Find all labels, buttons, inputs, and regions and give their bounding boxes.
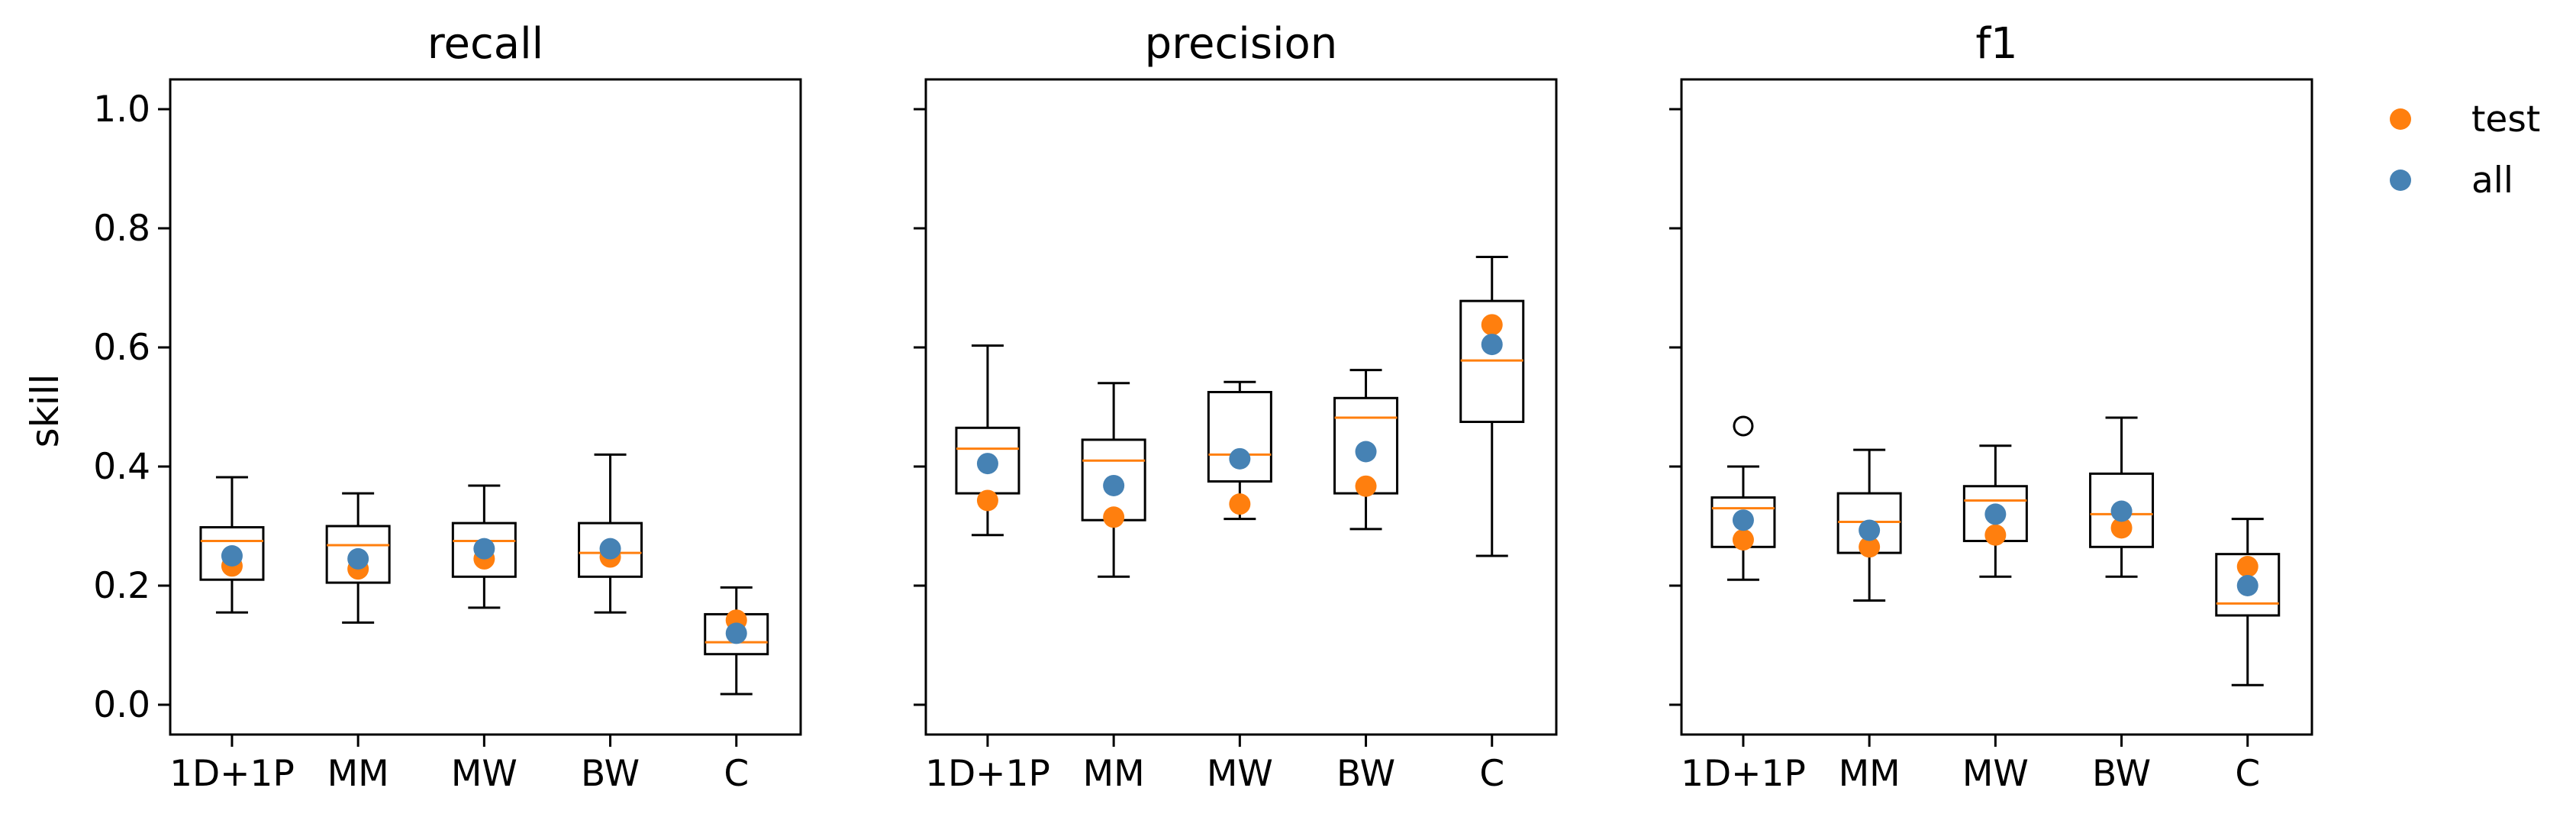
x-tick-label: MW bbox=[1207, 753, 1273, 795]
x-tick-label: 1D+1P bbox=[169, 753, 295, 795]
legend-marker-all bbox=[2390, 170, 2411, 191]
legend: test all bbox=[2390, 98, 2540, 202]
all-point bbox=[725, 622, 747, 644]
flier-point bbox=[1733, 415, 1754, 437]
box-MM bbox=[1836, 448, 1902, 602]
box-MW bbox=[1207, 380, 1272, 521]
panels-group: recall 0.0 0.2 0.4 0.6 0.8 1.0 1D+1P MM MW BW Cprec… bbox=[93, 19, 2313, 795]
box-iqr bbox=[325, 525, 391, 584]
all-point bbox=[1732, 509, 1754, 531]
box-iqr bbox=[1207, 391, 1272, 483]
all-point bbox=[2110, 500, 2133, 522]
x-tick-label: C bbox=[1479, 753, 1504, 795]
box-iqr bbox=[578, 522, 643, 578]
box-C bbox=[1459, 255, 1525, 557]
x-tick-label: BW bbox=[1336, 753, 1395, 795]
all-point bbox=[976, 453, 998, 475]
x-tick-label: BW bbox=[2092, 753, 2151, 795]
test-point bbox=[1481, 314, 1503, 336]
all-point bbox=[1103, 474, 1125, 496]
box-iqr bbox=[2215, 553, 2281, 617]
legend-marker-test bbox=[2390, 108, 2411, 130]
panel-precision: precision 1D+1P MM MW BW C bbox=[914, 19, 1558, 795]
panel-title: recall bbox=[427, 19, 543, 69]
y-tick-label: 0.8 bbox=[93, 208, 150, 250]
all-point bbox=[1229, 447, 1251, 470]
test-point bbox=[1859, 536, 1881, 558]
x-tick-label: BW bbox=[581, 753, 640, 795]
box-C bbox=[704, 586, 769, 696]
all-point bbox=[1355, 441, 1377, 463]
test-point bbox=[1984, 524, 2007, 546]
test-point bbox=[1355, 475, 1377, 497]
x-tick-label: MM bbox=[1083, 753, 1145, 795]
legend-label-test: test bbox=[2471, 98, 2540, 140]
all-point bbox=[473, 538, 495, 560]
box-BW bbox=[578, 453, 643, 614]
box-1D+1P bbox=[955, 344, 1020, 537]
y-tick-label: 0.6 bbox=[93, 327, 150, 369]
all-point bbox=[2236, 575, 2258, 596]
box-iqr bbox=[2089, 472, 2155, 548]
panel-title: f1 bbox=[1975, 19, 2017, 69]
y-tick-label: 0.2 bbox=[93, 565, 150, 607]
box-iqr bbox=[451, 522, 517, 578]
panel-frame bbox=[1680, 78, 2313, 736]
all-point bbox=[1859, 519, 1881, 541]
x-tick-label: MM bbox=[1839, 753, 1901, 795]
y-axis-label: skill bbox=[23, 374, 67, 448]
box-iqr bbox=[199, 526, 265, 581]
panel-frame bbox=[924, 78, 1558, 736]
panel-recall: recall 0.0 0.2 0.4 0.6 0.8 1.0 1D+1P MM MW BW C bbox=[93, 19, 802, 795]
test-point bbox=[1103, 506, 1125, 528]
x-tick-label: MW bbox=[451, 753, 517, 795]
x-tick-label: C bbox=[2235, 753, 2260, 795]
test-point bbox=[976, 489, 998, 512]
y-tick-label: 0.0 bbox=[93, 684, 150, 726]
box-BW bbox=[1333, 369, 1399, 531]
box-1D+1P bbox=[199, 476, 265, 614]
y-tick-label: 0.4 bbox=[93, 446, 150, 488]
x-tick-label: C bbox=[724, 753, 749, 795]
box-1D+1P bbox=[1710, 415, 1776, 581]
panel-f1: f1 1D+1P MM MW BW C bbox=[1669, 19, 2313, 795]
test-point bbox=[2110, 517, 2133, 539]
test-point bbox=[1229, 493, 1251, 515]
x-tick-label: 1D+1P bbox=[1681, 753, 1806, 795]
test-point bbox=[2236, 556, 2258, 578]
all-point bbox=[221, 545, 243, 567]
y-tick-label: 1.0 bbox=[93, 89, 150, 131]
panel-title: precision bbox=[1145, 19, 1338, 69]
box-MM bbox=[1081, 382, 1146, 578]
box-BW bbox=[2089, 416, 2155, 578]
box-MW bbox=[451, 484, 517, 609]
all-point bbox=[599, 538, 621, 560]
x-tick-label: 1D+1P bbox=[925, 753, 1050, 795]
all-point bbox=[1481, 334, 1503, 356]
box-C bbox=[2215, 518, 2281, 686]
box-MW bbox=[1962, 444, 2028, 578]
all-point bbox=[347, 547, 369, 570]
x-tick-label: MW bbox=[1962, 753, 2029, 795]
test-point bbox=[1732, 528, 1754, 551]
all-point bbox=[1984, 503, 2007, 525]
legend-label-all: all bbox=[2471, 160, 2513, 202]
box-MM bbox=[325, 492, 391, 624]
panel-frame bbox=[169, 78, 802, 736]
x-tick-label: MM bbox=[327, 753, 389, 795]
